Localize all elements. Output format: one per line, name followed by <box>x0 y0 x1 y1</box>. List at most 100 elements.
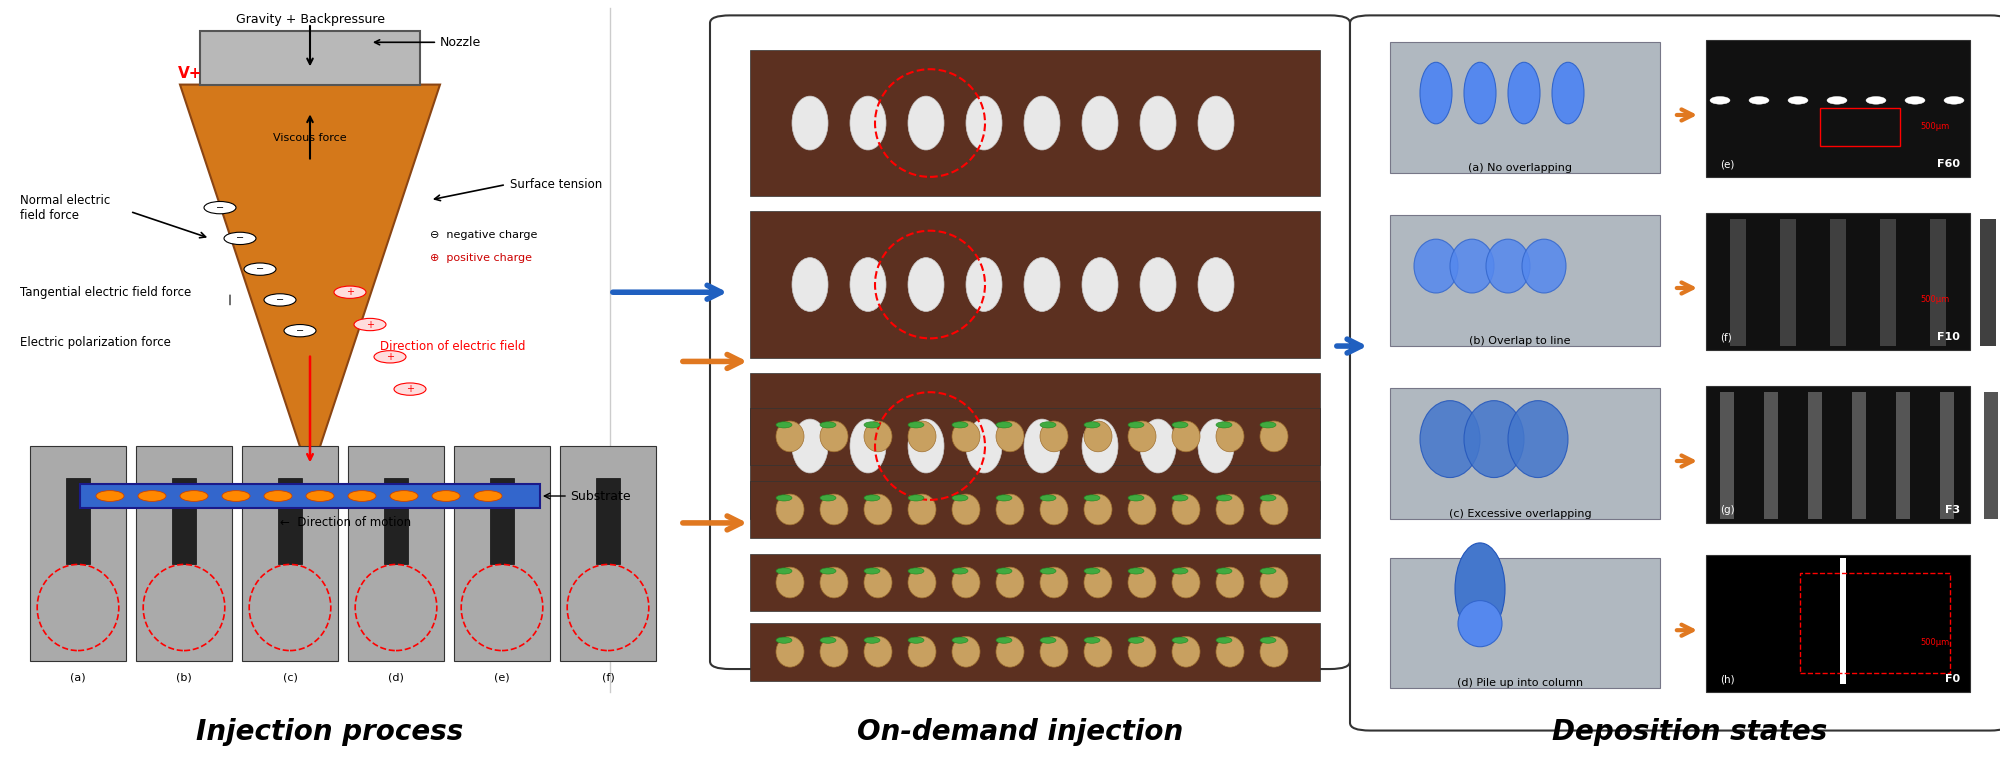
Ellipse shape <box>1464 62 1496 124</box>
Text: Viscous force: Viscous force <box>274 133 346 144</box>
FancyBboxPatch shape <box>1390 215 1660 346</box>
Circle shape <box>820 421 836 428</box>
Circle shape <box>952 568 968 574</box>
Text: (a): (a) <box>70 673 86 683</box>
Text: (c) Excessive overlapping: (c) Excessive overlapping <box>1448 509 1592 519</box>
Text: +: + <box>386 351 394 362</box>
Ellipse shape <box>776 568 804 598</box>
FancyBboxPatch shape <box>1706 386 1970 523</box>
Circle shape <box>1040 495 1056 501</box>
Circle shape <box>996 421 1012 428</box>
Ellipse shape <box>1216 568 1244 598</box>
Circle shape <box>1084 421 1100 428</box>
FancyBboxPatch shape <box>750 554 1320 611</box>
Text: Electric polarization force: Electric polarization force <box>20 336 170 348</box>
Text: Nozzle: Nozzle <box>374 36 482 48</box>
Circle shape <box>908 421 924 428</box>
Circle shape <box>776 637 792 643</box>
FancyBboxPatch shape <box>1706 213 1970 350</box>
FancyBboxPatch shape <box>454 446 550 661</box>
Circle shape <box>432 491 460 501</box>
Circle shape <box>908 495 924 501</box>
Circle shape <box>864 495 880 501</box>
Circle shape <box>222 491 250 501</box>
Text: (h): (h) <box>1720 674 1734 684</box>
FancyBboxPatch shape <box>66 478 90 564</box>
Ellipse shape <box>966 419 1002 473</box>
Ellipse shape <box>1198 258 1234 311</box>
FancyBboxPatch shape <box>1350 15 2000 731</box>
Circle shape <box>1906 96 1926 105</box>
FancyBboxPatch shape <box>750 373 1320 519</box>
Ellipse shape <box>1420 62 1452 124</box>
Ellipse shape <box>1082 96 1118 150</box>
Circle shape <box>1172 421 1188 428</box>
FancyBboxPatch shape <box>136 446 232 661</box>
Circle shape <box>820 495 836 501</box>
Text: (e): (e) <box>1720 159 1734 169</box>
Circle shape <box>1128 421 1144 428</box>
Ellipse shape <box>908 421 936 452</box>
Circle shape <box>138 491 166 501</box>
Text: −: − <box>216 202 224 213</box>
Polygon shape <box>180 85 440 477</box>
Ellipse shape <box>864 568 892 598</box>
Circle shape <box>390 491 418 501</box>
FancyBboxPatch shape <box>1840 558 1846 684</box>
FancyBboxPatch shape <box>750 623 1320 681</box>
FancyBboxPatch shape <box>1880 219 1896 346</box>
Circle shape <box>1128 568 1144 574</box>
Ellipse shape <box>908 568 936 598</box>
Ellipse shape <box>1552 62 1584 124</box>
Ellipse shape <box>792 419 828 473</box>
Ellipse shape <box>776 494 804 524</box>
Ellipse shape <box>1414 239 1458 293</box>
Ellipse shape <box>1198 419 1234 473</box>
Ellipse shape <box>1128 636 1156 667</box>
FancyBboxPatch shape <box>1984 392 1998 519</box>
Ellipse shape <box>966 96 1002 150</box>
Circle shape <box>1944 96 1964 105</box>
Circle shape <box>204 201 236 214</box>
Circle shape <box>1866 96 1886 105</box>
Ellipse shape <box>952 568 980 598</box>
Ellipse shape <box>1040 636 1068 667</box>
Ellipse shape <box>850 419 886 473</box>
Circle shape <box>1260 421 1276 428</box>
Circle shape <box>908 637 924 643</box>
FancyBboxPatch shape <box>490 478 514 564</box>
FancyBboxPatch shape <box>750 408 1320 465</box>
FancyBboxPatch shape <box>750 50 1320 196</box>
Ellipse shape <box>1172 568 1200 598</box>
Circle shape <box>1172 495 1188 501</box>
Text: −: − <box>296 325 304 336</box>
FancyBboxPatch shape <box>750 211 1320 358</box>
Ellipse shape <box>996 568 1024 598</box>
Ellipse shape <box>1128 494 1156 524</box>
Circle shape <box>1040 637 1056 643</box>
Circle shape <box>1788 96 1808 105</box>
Text: V+: V+ <box>178 65 202 81</box>
Circle shape <box>864 568 880 574</box>
Circle shape <box>864 637 880 643</box>
Circle shape <box>374 351 406 363</box>
Circle shape <box>776 421 792 428</box>
Ellipse shape <box>1522 239 1566 293</box>
Circle shape <box>1216 421 1232 428</box>
Ellipse shape <box>908 96 944 150</box>
FancyBboxPatch shape <box>1706 40 1970 177</box>
Circle shape <box>1128 495 1144 501</box>
Circle shape <box>1084 568 1100 574</box>
Circle shape <box>354 318 386 331</box>
Circle shape <box>180 491 208 501</box>
Circle shape <box>776 495 792 501</box>
Ellipse shape <box>952 421 980 452</box>
Ellipse shape <box>1172 421 1200 452</box>
Circle shape <box>820 637 836 643</box>
Ellipse shape <box>1260 636 1288 667</box>
Ellipse shape <box>864 636 892 667</box>
Ellipse shape <box>1508 401 1568 478</box>
Ellipse shape <box>1084 421 1112 452</box>
Ellipse shape <box>820 568 848 598</box>
Ellipse shape <box>1260 421 1288 452</box>
